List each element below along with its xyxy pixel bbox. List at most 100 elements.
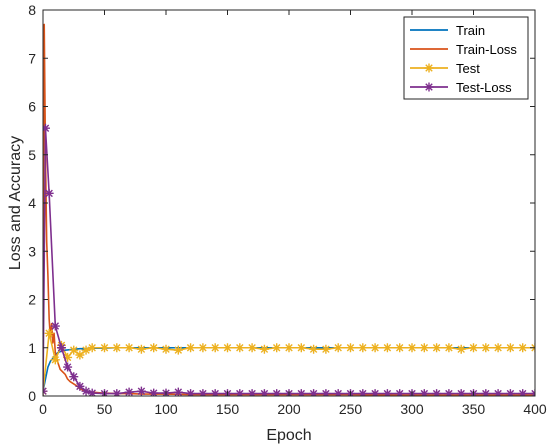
data-point-test-loss (186, 389, 196, 396)
x-tick-label: 100 (154, 401, 178, 417)
x-tick-label: 350 (462, 401, 486, 417)
data-point-test-loss (75, 381, 85, 391)
data-point-test (259, 344, 269, 354)
data-point-test (124, 343, 134, 353)
x-tick-label: 250 (339, 401, 363, 417)
data-point-test-loss (149, 388, 159, 396)
x-tick-label: 300 (400, 401, 424, 417)
legend-label-train: Train (456, 23, 485, 38)
legend: Train Train-Loss Test Test-Loss (403, 16, 529, 100)
data-point-test (149, 343, 159, 353)
data-point-test (87, 343, 97, 353)
x-tick-label: 0 (39, 401, 47, 417)
y-tick-label: 4 (28, 195, 36, 211)
data-point-test (63, 352, 73, 362)
y-axis-title: Loss and Accuracy (7, 136, 24, 270)
data-point-test-loss (296, 389, 306, 396)
data-point-test (75, 350, 85, 360)
x-tick-label: 400 (523, 401, 547, 417)
data-point-test-loss (333, 389, 343, 396)
y-tick-label: 1 (28, 340, 36, 356)
data-point-test (432, 343, 442, 353)
axes: 0 50 100 150 200 250 300 350 400 0 1 2 3 4 5 6 7 8 (28, 2, 547, 417)
y-tick-label: 7 (28, 50, 36, 66)
legend-label-test: Test (456, 61, 480, 76)
data-point-test-loss (247, 389, 257, 396)
data-point-test-loss (370, 389, 380, 396)
data-point-test (210, 343, 220, 353)
y-tick-label: 2 (28, 292, 36, 308)
data-point-test-loss (518, 389, 528, 396)
data-point-test-loss (81, 386, 91, 396)
y-tick-label: 0 (28, 388, 36, 404)
data-point-test-loss (481, 389, 491, 396)
data-point-test (235, 343, 245, 353)
data-point-test (493, 343, 503, 353)
data-point-test-loss (358, 389, 368, 396)
data-point-test (309, 344, 319, 354)
data-point-test (81, 345, 91, 355)
data-point-test (370, 343, 380, 353)
data-point-test-loss (309, 389, 319, 396)
data-point-test-loss (272, 389, 282, 396)
data-point-test-loss (112, 389, 122, 396)
data-point-test (444, 343, 454, 353)
data-point-test (69, 345, 79, 355)
data-point-test-loss (136, 386, 146, 396)
y-tick-label: 3 (28, 243, 36, 259)
legend-label-train-loss: Train-Loss (456, 42, 517, 57)
y-tick-label: 8 (28, 2, 36, 18)
data-point-test (198, 343, 208, 353)
data-point-test-loss (259, 389, 269, 396)
data-point-test (395, 343, 405, 353)
data-point-test-loss (432, 389, 442, 396)
data-point-test-loss (124, 387, 134, 396)
data-point-test (346, 343, 355, 353)
x-tick-label: 150 (216, 401, 240, 417)
legend-label-test-loss: Test-Loss (456, 80, 512, 95)
data-point-test (321, 344, 331, 354)
data-point-test-loss (63, 362, 73, 372)
data-point-test-loss (456, 389, 466, 396)
data-point-test-loss (382, 389, 392, 396)
data-point-test (247, 343, 257, 353)
data-point-test (136, 344, 146, 354)
data-point-test-loss (505, 389, 515, 396)
data-point-test-loss (69, 372, 79, 382)
data-point-test (173, 345, 183, 355)
series-line-test-loss (43, 127, 535, 395)
data-point-test-loss (395, 389, 405, 396)
data-point-test-loss (321, 389, 331, 396)
data-point-test (223, 343, 232, 353)
data-point-test-loss (210, 389, 220, 396)
data-point-test-loss (419, 389, 429, 396)
data-point-test (481, 343, 491, 353)
data-point-test-loss (50, 321, 60, 331)
data-point-test-loss (493, 389, 503, 396)
x-axis-title: Epoch (266, 427, 311, 444)
data-point-test (50, 355, 60, 365)
data-point-test-loss (43, 123, 50, 133)
data-point-test (284, 343, 294, 353)
data-point-test (296, 343, 306, 353)
data-point-test (272, 343, 282, 353)
y-tick-label: 6 (28, 99, 36, 115)
data-point-test (161, 344, 171, 354)
x-tick-label: 50 (97, 401, 113, 417)
data-point-test (419, 343, 429, 353)
data-point-test (44, 328, 54, 338)
legend-marker-test-loss (424, 82, 434, 92)
series-line-train (43, 346, 535, 392)
data-point-test (407, 343, 417, 353)
data-point-test-loss (56, 343, 66, 353)
data-point-test (518, 343, 528, 353)
data-point-test-loss (44, 188, 54, 198)
data-point-test (100, 343, 109, 353)
data-point-test (456, 344, 466, 354)
data-point-test-loss (87, 388, 97, 396)
data-point-test (112, 343, 122, 353)
data-point-test (358, 343, 368, 353)
data-point-test-loss (235, 389, 245, 396)
